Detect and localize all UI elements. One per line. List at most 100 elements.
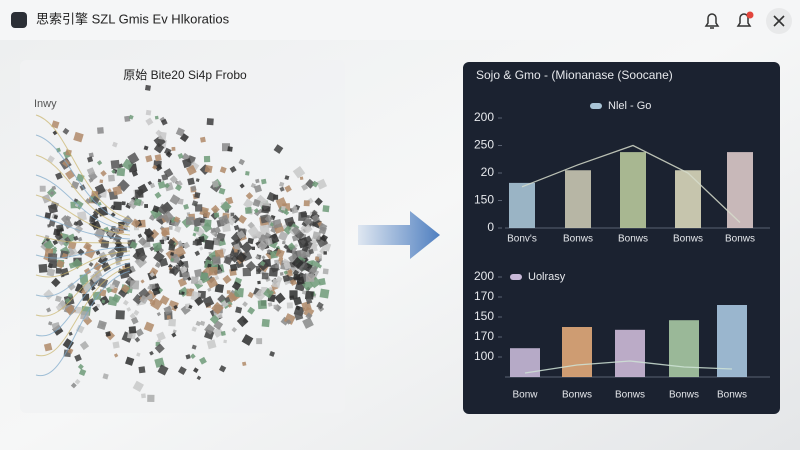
- particle: [195, 320, 201, 327]
- particle: [163, 168, 174, 178]
- particle: [154, 191, 162, 199]
- particle: [161, 227, 170, 236]
- particle: [283, 270, 289, 275]
- particle: [129, 280, 140, 290]
- particle: [143, 321, 155, 333]
- particle: [100, 239, 110, 249]
- particle: [304, 290, 314, 300]
- particle: [255, 231, 263, 239]
- particle: [199, 217, 206, 224]
- flow-line: [35, 154, 131, 228]
- particle: [229, 165, 237, 173]
- particle: [227, 146, 233, 152]
- particle: [88, 262, 94, 267]
- particle: [138, 366, 146, 374]
- particle: [289, 290, 298, 299]
- particle: [302, 317, 314, 329]
- particle: [301, 301, 312, 312]
- particle: [67, 282, 76, 291]
- particle: [74, 378, 81, 385]
- particle: [219, 166, 227, 174]
- particle: [239, 183, 245, 189]
- particle: [275, 248, 285, 259]
- particle: [65, 215, 72, 222]
- x-tick-label: Bonws: [673, 234, 703, 245]
- particle: [147, 394, 155, 403]
- particle: [308, 248, 314, 255]
- particle: [144, 84, 151, 91]
- particle: [179, 265, 188, 274]
- particle: [285, 319, 292, 325]
- particle: [46, 307, 52, 313]
- particle: [68, 331, 73, 336]
- bell-button[interactable]: [704, 13, 720, 29]
- particle: [173, 216, 181, 223]
- particle: [149, 246, 155, 252]
- particle: [204, 219, 212, 227]
- particle: [74, 354, 82, 362]
- window-title: 思索引擎 SZL Gmis Ev Hlkoratios: [36, 11, 230, 26]
- particle: [322, 205, 330, 213]
- particle: [105, 331, 111, 337]
- particle: [135, 258, 141, 264]
- particle: [231, 326, 237, 333]
- particle: [264, 232, 272, 240]
- particle: [303, 224, 313, 234]
- particle: [253, 208, 260, 214]
- particle: [55, 295, 62, 303]
- particle: [275, 264, 280, 269]
- flow-line: [35, 134, 131, 224]
- particle: [289, 278, 298, 286]
- particle: [301, 279, 314, 291]
- particle: [234, 249, 238, 253]
- particle: [303, 200, 310, 207]
- particle: [185, 354, 191, 360]
- particle: [284, 185, 292, 193]
- particle: [102, 373, 109, 380]
- particle: [319, 288, 330, 299]
- particle: [223, 339, 227, 344]
- notification-button[interactable]: [736, 11, 754, 27]
- x-tick-label: Bonws: [725, 234, 755, 245]
- particle: [157, 181, 166, 189]
- particle: [165, 151, 173, 158]
- particle: [120, 284, 130, 294]
- flow-line: [35, 270, 131, 377]
- app-icon: [11, 12, 27, 28]
- particle: [96, 160, 103, 166]
- particle: [134, 336, 141, 343]
- particle: [78, 368, 87, 377]
- particle: [312, 231, 321, 240]
- particle: [214, 283, 225, 293]
- particle: [70, 382, 77, 389]
- particle: [168, 243, 176, 251]
- particle: [237, 214, 247, 224]
- bar: [675, 170, 701, 228]
- particle: [157, 364, 169, 376]
- particle: [311, 214, 320, 223]
- flow-line: [35, 194, 131, 236]
- particle: [187, 276, 192, 281]
- particle: [259, 224, 270, 235]
- particle: [136, 352, 141, 357]
- particle: [211, 180, 220, 188]
- particle: [169, 268, 175, 274]
- particle: [190, 185, 197, 192]
- particle: [52, 246, 58, 251]
- particle: [154, 261, 162, 269]
- close-button[interactable]: [766, 8, 792, 34]
- particle: [292, 205, 298, 211]
- particle: [287, 268, 293, 275]
- particle: [144, 228, 151, 235]
- particle: [311, 209, 318, 217]
- particle: [203, 155, 211, 163]
- particle: [254, 255, 260, 260]
- particle: [206, 339, 217, 350]
- particle: [187, 177, 195, 186]
- particle: [115, 310, 125, 320]
- particle: [247, 291, 255, 299]
- particle: [130, 218, 141, 228]
- particle: [283, 244, 289, 250]
- right-panel: [463, 62, 780, 414]
- particle: [194, 191, 201, 199]
